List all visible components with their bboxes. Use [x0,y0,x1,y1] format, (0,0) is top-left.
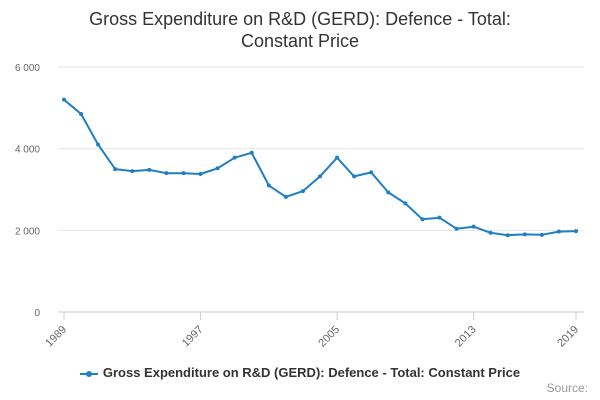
data-point [198,171,203,176]
x-tick-label: 1989 [43,324,69,350]
data-point [232,155,237,160]
x-axis: 1989 1997 2005 2013 2019 [43,311,584,350]
data-point [113,167,118,172]
data-point [62,97,66,102]
data-point [96,142,101,147]
data-point [300,189,305,194]
data-point [488,230,493,235]
data-point [574,229,578,234]
data-point [249,150,254,155]
data-point [130,169,135,174]
gridlines [58,66,584,231]
data-point [369,170,374,175]
chart-title-line-1: Gross Expenditure on R&D (GERD): Defence… [89,9,511,29]
legend-swatch-icon [79,370,98,378]
data-point [437,215,442,220]
y-tick-label: 0 [34,308,40,319]
data-point [539,232,544,237]
data-point [386,190,391,195]
series-group [62,97,578,238]
x-tick-label: 2019 [555,324,581,350]
y-tick-label: 2 000 [15,226,40,237]
chart-title: Gross Expenditure on R&D (GERD): Defence… [0,8,600,52]
x-tick-label: 1997 [180,324,206,350]
data-point [335,155,340,160]
data-point [164,171,169,176]
y-axis-ticks: 0 2 000 4 000 6 000 [15,63,40,319]
chart-title-line-2: Constant Price [240,31,360,51]
data-point [454,226,459,231]
source-label[interactable]: Source: [546,381,588,395]
data-point [266,183,271,188]
data-point [403,201,408,206]
data-point [318,174,322,179]
data-point [215,166,220,171]
data-point [522,232,527,237]
data-point [181,171,186,176]
data-point [505,233,510,238]
data-point [471,224,476,229]
data-point [147,167,152,172]
legend-label: Gross Expenditure on R&D (GERD): Defence… [102,365,521,380]
y-tick-label: 4 000 [15,145,40,156]
legend[interactable]: Gross Expenditure on R&D (GERD): Defence… [0,365,600,380]
x-tick-label: 2013 [453,324,479,350]
x-tick-label: 2005 [316,324,342,350]
data-point [420,217,425,222]
data-point [79,111,84,116]
data-point [283,194,288,199]
data-point [556,229,561,234]
series-line [63,98,577,237]
data-point [352,174,357,179]
y-tick-label: 6 000 [15,63,40,74]
